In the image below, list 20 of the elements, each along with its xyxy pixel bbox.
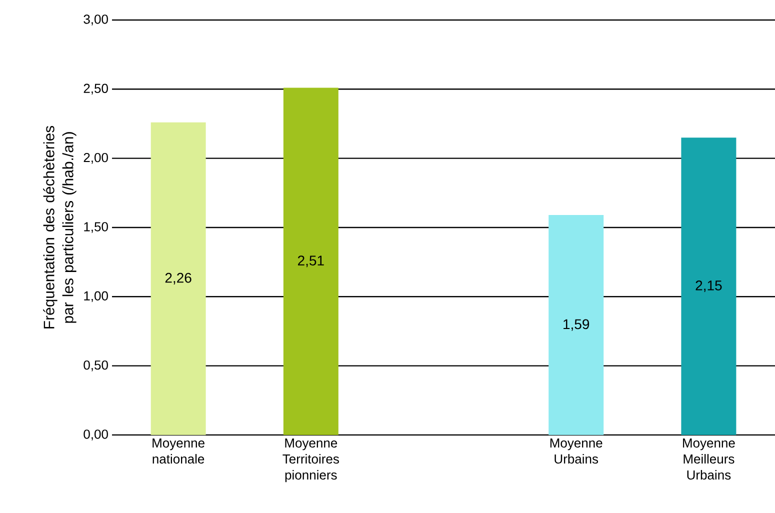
y-tick-label: 0,00 bbox=[84, 430, 108, 440]
y-tick-label: 2,00 bbox=[84, 152, 108, 164]
y-axis-title: Fréquentation des déchèteries par les particuliers (/hab./an) bbox=[43, 126, 76, 328]
y-tick-label: 0,50 bbox=[84, 360, 108, 372]
y-tick-label: 1,00 bbox=[84, 291, 108, 302]
bar bbox=[283, 88, 338, 435]
x-tick-label: Moyenne Urbains bbox=[550, 438, 602, 464]
y-tick-label: 1,50 bbox=[84, 222, 108, 233]
y-tick-label: 3,00 bbox=[84, 14, 108, 26]
data-label: 2,26 bbox=[165, 272, 192, 284]
data-label: 2,15 bbox=[696, 280, 722, 292]
bar bbox=[681, 138, 736, 435]
bar bbox=[548, 215, 604, 435]
data-label: 1,59 bbox=[564, 319, 590, 331]
x-tick-label: Moyenne Meilleurs Urbains bbox=[683, 438, 735, 480]
x-tick-label: Moyenne nationale bbox=[152, 438, 204, 464]
data-label: 2,51 bbox=[298, 256, 324, 268]
y-tick-label: 2,50 bbox=[84, 84, 108, 95]
x-tick-label: Moyenne Territoires pionniers bbox=[282, 438, 339, 482]
bar bbox=[150, 122, 206, 435]
